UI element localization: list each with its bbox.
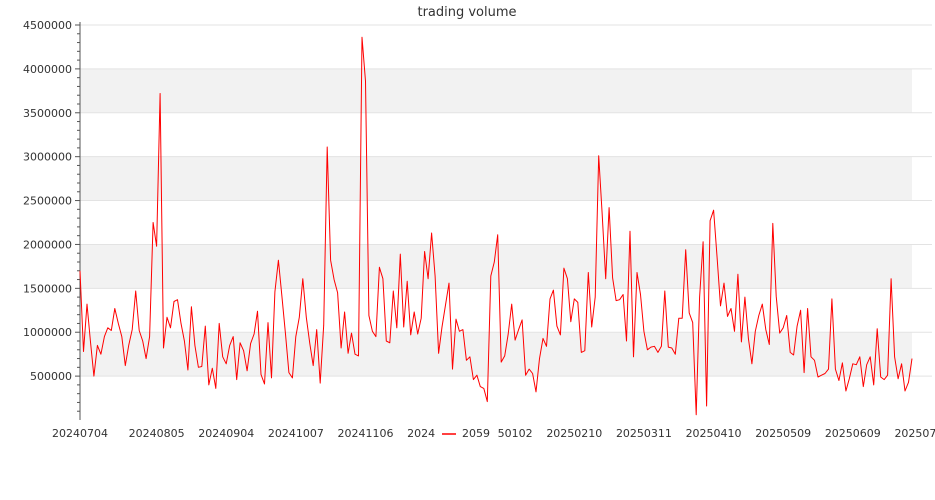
x-tick-label: 20250708 [894, 427, 935, 440]
background-bands [80, 68, 912, 377]
background-band [80, 68, 912, 113]
y-tick-label: 500000 [30, 370, 72, 383]
x-tick-label: 20241007 [268, 427, 324, 440]
legend-background [436, 425, 498, 443]
y-tick-label: 2500000 [23, 195, 72, 208]
chart-title: trading volume [417, 5, 516, 20]
x-tick-label: 20250311 [616, 427, 672, 440]
y-axis-ticks: 500000 1000000 1500000 2000000 2500000 300000… [23, 19, 80, 412]
x-tick-label: 20240805 [129, 427, 185, 440]
background-band [80, 332, 912, 377]
y-tick-label: 3500000 [23, 107, 72, 120]
x-tick-label: 20250410 [686, 427, 742, 440]
legend-label-2059: 2059 [462, 427, 490, 440]
x-tick-label: 20240904 [198, 427, 254, 440]
y-tick-label: 1500000 [23, 282, 72, 295]
y-tick-label: 4000000 [23, 63, 72, 76]
series-line-2059 [79, 36, 913, 416]
x-tick-label: 20240704 [52, 427, 108, 440]
y-tick-label: 4500000 [23, 19, 72, 32]
y-tick-label: 3000000 [23, 151, 72, 164]
y-tick-label: 2000000 [23, 238, 72, 251]
x-tick-label: 20250210 [546, 427, 602, 440]
background-band [80, 156, 912, 201]
x-tick-label: 20250509 [755, 427, 811, 440]
grid-lines [80, 24, 932, 377]
x-tick-label: 20241106 [337, 427, 393, 440]
series-layer [79, 36, 913, 416]
legend: 2059 [436, 425, 498, 443]
y-tick-label: 1000000 [23, 326, 72, 339]
x-tick-label: 20250609 [825, 427, 881, 440]
